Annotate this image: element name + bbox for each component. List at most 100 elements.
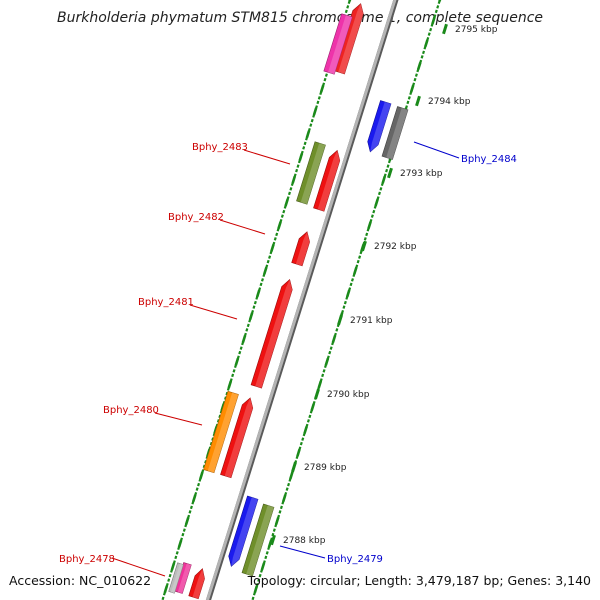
- tick-mark: [356, 259, 360, 264]
- gene-feature-top-pink-highlight: [328, 15, 353, 75]
- major-tick: [314, 388, 320, 400]
- gene-feature-bphy-2482[interactable]: [291, 230, 313, 267]
- gene-feature-bphy-2479-green[interactable]: [241, 503, 275, 577]
- tick-mark: [350, 278, 354, 282]
- gene-feature-bphy-2483-red[interactable]: [313, 149, 343, 212]
- gene-feature-top-pink[interactable]: [323, 13, 353, 75]
- gene-label[interactable]: Bphy_2481: [138, 297, 194, 308]
- tick-mark: [260, 569, 264, 573]
- accession-text: Accession: NC_010622: [9, 573, 152, 588]
- tick-mark: [372, 209, 376, 214]
- tick-mark: [168, 573, 172, 578]
- tick-mark: [309, 410, 313, 414]
- tick-mark: [346, 5, 350, 9]
- tick-mark: [305, 130, 311, 138]
- tick-mark: [321, 373, 325, 378]
- tick-mark: [291, 176, 297, 184]
- tick-mark: [409, 91, 413, 96]
- gene-feature-bphy-2481[interactable]: [250, 278, 295, 389]
- gene-label[interactable]: Bphy_2484: [461, 154, 517, 165]
- scale-label: 2793 kbp: [400, 169, 443, 179]
- tick-mark: [374, 198, 379, 207]
- gene-feature-bphy-2480[interactable]: [203, 390, 239, 474]
- tick-mark: [303, 141, 307, 146]
- tick-mark: [179, 537, 183, 541]
- tick-mark: [412, 82, 416, 86]
- tick-mark: [286, 196, 290, 200]
- tick-mark: [278, 510, 282, 514]
- tick-mark: [161, 596, 165, 600]
- tick-mark: [289, 187, 293, 191]
- gene-feature-bphy-2479[interactable]: [226, 495, 259, 568]
- tick-mark: [300, 150, 304, 155]
- tick-mark: [345, 289, 351, 298]
- gene-feature-bphy-2478-grey[interactable]: [168, 562, 184, 594]
- tick-mark: [284, 491, 288, 496]
- tick-mark: [430, 23, 434, 27]
- tick-mark: [245, 328, 249, 332]
- tick-mark: [170, 562, 176, 571]
- tick-mark: [253, 585, 259, 593]
- tick-mark: [267, 546, 271, 551]
- gene-feature-bphy-2479-highlight: [231, 497, 258, 567]
- tick-mark: [277, 221, 282, 229]
- gene-label[interactable]: Bphy_2478: [59, 554, 115, 565]
- tick-mark: [260, 278, 264, 282]
- tick-mark: [201, 469, 205, 473]
- scale-label: 2794 kbp: [428, 97, 471, 107]
- tick-mark: [188, 510, 192, 514]
- tick-mark: [437, 0, 441, 5]
- tick-mark: [276, 228, 280, 232]
- tick-mark: [289, 471, 294, 480]
- gene-feature-bphy-2478-red-highlight: [192, 568, 205, 599]
- backbone: [205, 0, 397, 600]
- tick-mark: [232, 369, 236, 373]
- tick-mark: [194, 491, 198, 496]
- gene-label[interactable]: Bphy_2483: [192, 142, 248, 153]
- tick-mark: [299, 441, 303, 446]
- tick-mark: [258, 573, 262, 578]
- tick-mark: [331, 335, 337, 343]
- tick-mark: [317, 380, 323, 389]
- tick-mark: [298, 446, 302, 450]
- tick-mark: [406, 100, 410, 105]
- tick-mark: [167, 578, 171, 582]
- tick-mark: [295, 168, 299, 173]
- gene-feature-bphy-2483[interactable]: [296, 141, 326, 205]
- tick-mark: [296, 164, 300, 168]
- tick-mark: [174, 555, 178, 560]
- gene-feature-bphy-2484[interactable]: [365, 100, 392, 154]
- tick-mark: [271, 532, 275, 537]
- gene-label-leader: [189, 304, 238, 320]
- tick-mark: [316, 100, 320, 105]
- tick-mark: [345, 296, 349, 300]
- tick-mark: [434, 9, 438, 14]
- tick-mark: [195, 487, 199, 491]
- tick-mark: [381, 176, 387, 184]
- gene-feature-bphy-2484-grey[interactable]: [381, 106, 409, 160]
- scale-label: 2792 kbp: [374, 242, 417, 252]
- tick-mark: [298, 153, 304, 161]
- gene-label[interactable]: Bphy_2479: [327, 554, 383, 565]
- tick-mark: [281, 501, 285, 505]
- gene-feature-top-red-highlight: [338, 3, 364, 75]
- tick-mark: [279, 218, 283, 223]
- scale-labels: 2788 kbp 2789 kbp 2790 kbp 2791 kbp 2792 kbp…: [283, 25, 498, 546]
- tick-mark: [424, 39, 429, 47]
- gene-feature-bphy-2482-highlight: [295, 231, 310, 266]
- tick-mark: [255, 582, 259, 587]
- tick-mark: [308, 414, 312, 419]
- tick-mark: [243, 332, 247, 337]
- gene-label[interactable]: Bphy_2482: [168, 212, 224, 223]
- gene-feature-bphy-2478-red[interactable]: [188, 567, 207, 600]
- tick-mark: [267, 540, 273, 548]
- gene-label[interactable]: Bphy_2480: [103, 405, 159, 416]
- tick-mark: [416, 62, 422, 70]
- tick-mark: [335, 328, 339, 332]
- tick-mark: [383, 173, 387, 177]
- gene-feature-bphy-2480-red[interactable]: [220, 396, 256, 479]
- tick-mark: [379, 187, 383, 191]
- scale-label: 2791 kbp: [350, 316, 393, 326]
- gene-feature-bphy-2484-highlight: [370, 101, 392, 152]
- tick-mark: [386, 164, 390, 168]
